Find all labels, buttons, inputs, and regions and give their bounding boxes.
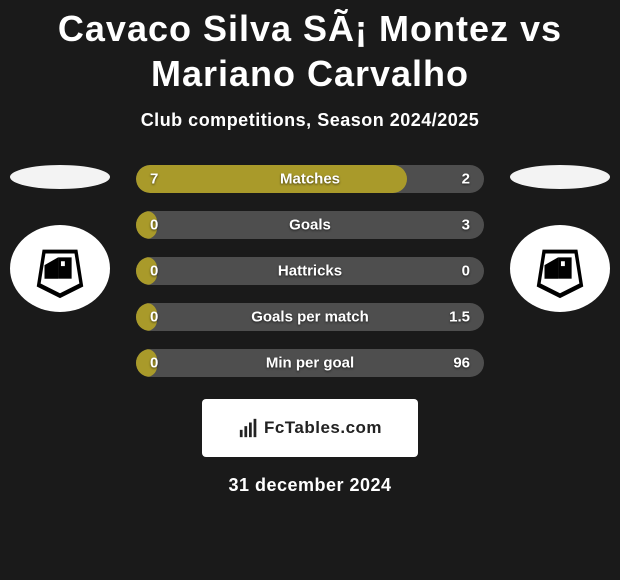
- stat-row: 0 Goals 3: [136, 211, 484, 239]
- stat-right-value: 0: [462, 263, 470, 280]
- stat-left-value: 0: [150, 217, 158, 234]
- player-right-club-badge: [510, 225, 610, 312]
- date-text: 31 december 2024: [0, 475, 620, 496]
- footer-brand-text: FcTables.com: [264, 418, 382, 438]
- stat-row: 7 Matches 2: [136, 165, 484, 193]
- stat-label: Min per goal: [266, 355, 354, 372]
- stat-right-value: 2: [462, 171, 470, 188]
- player-left-column: [10, 165, 110, 312]
- stat-bars: 7 Matches 2 0 Goals 3 0 Hattricks 0 0 Goals per ma…: [136, 165, 484, 377]
- stat-left-value: 0: [150, 309, 158, 326]
- player-left-club-badge: [10, 225, 110, 312]
- stat-left-value: 0: [150, 355, 158, 372]
- player-right-avatar: [510, 165, 610, 189]
- player-right-column: [510, 165, 610, 312]
- stat-right-value: 96: [453, 355, 470, 372]
- stat-left-value: 7: [150, 171, 158, 188]
- comparison-area: 7 Matches 2 0 Goals 3 0 Hattricks 0 0 Goals per ma…: [0, 165, 620, 377]
- page-title: Cavaco Silva SÃ¡ Montez vs Mariano Carva…: [0, 0, 620, 96]
- stat-left-value: 0: [150, 263, 158, 280]
- stat-right-value: 1.5: [449, 309, 470, 326]
- stat-row: 0 Hattricks 0: [136, 257, 484, 285]
- stat-label: Goals: [289, 217, 331, 234]
- footer-brand-badge: FcTables.com: [202, 399, 418, 457]
- stat-fill: [136, 165, 407, 193]
- subtitle: Club competitions, Season 2024/2025: [0, 110, 620, 131]
- stat-label: Matches: [280, 171, 340, 188]
- club-badge-icon: [29, 238, 91, 300]
- stat-right-value: 3: [462, 217, 470, 234]
- chart-icon: [238, 417, 260, 439]
- club-badge-icon: [529, 238, 591, 300]
- player-left-avatar: [10, 165, 110, 189]
- stat-row: 0 Min per goal 96: [136, 349, 484, 377]
- stat-label: Hattricks: [278, 263, 342, 280]
- stat-row: 0 Goals per match 1.5: [136, 303, 484, 331]
- stat-label: Goals per match: [251, 309, 369, 326]
